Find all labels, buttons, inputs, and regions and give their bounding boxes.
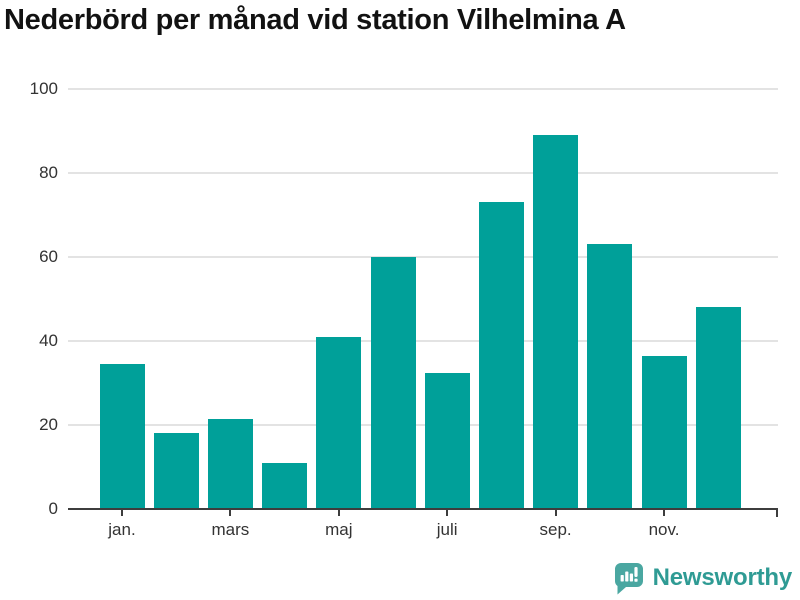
y-tick-label-100: 100 <box>29 79 58 98</box>
bar-juli <box>424 372 470 509</box>
x-tick-label-maj: maj <box>325 520 353 539</box>
gridline-20 <box>68 424 778 426</box>
x-tick-mars <box>229 510 232 516</box>
x-tick-label-jan: jan. <box>108 520 136 539</box>
x-tick-sep <box>554 510 557 516</box>
y-tick-label-60: 60 <box>39 247 58 266</box>
gridline-40 <box>68 340 778 342</box>
x-tick-label-sep: sep. <box>539 520 572 539</box>
x-tick-maj <box>337 510 340 516</box>
bar-maj <box>316 336 362 509</box>
bar-aug <box>478 202 524 509</box>
x-tick-label-nov: nov. <box>648 520 680 539</box>
x-axis-end-tick <box>776 508 778 517</box>
y-tick-label-80: 80 <box>39 163 58 182</box>
newsworthy-brand-text: Newsworthy <box>652 564 793 591</box>
bar-apr <box>262 462 308 509</box>
bar-nov <box>641 355 687 509</box>
x-tick-label-juli: juli <box>436 520 458 539</box>
chart-title: Nederbörd per månad vid station Vilhelmi… <box>4 4 626 36</box>
plot-area <box>68 88 778 517</box>
x-tick-nov <box>663 510 665 516</box>
gridline-60 <box>68 256 778 258</box>
newsworthy-bar-chart-speech-bubble-icon <box>612 561 646 595</box>
bar-sep <box>533 135 579 509</box>
bar-okt <box>587 244 633 509</box>
gridline-100 <box>68 88 778 90</box>
x-axis-line <box>68 508 778 510</box>
x-tick-label-mars: mars <box>211 520 250 539</box>
bar-jan <box>99 364 145 509</box>
y-tick-label-20: 20 <box>39 415 58 434</box>
x-tick-jan <box>121 510 123 516</box>
newsworthy-logo[interactable]: Newsworthy <box>612 558 792 598</box>
bar-dec <box>695 307 741 509</box>
bar-juni <box>370 257 416 509</box>
y-tick-label-40: 40 <box>39 331 58 350</box>
gridline-80 <box>68 172 778 174</box>
bar-feb <box>153 433 199 509</box>
bar-mars <box>207 418 253 509</box>
y-tick-label-0: 0 <box>48 499 58 518</box>
x-tick-juli <box>446 510 449 516</box>
